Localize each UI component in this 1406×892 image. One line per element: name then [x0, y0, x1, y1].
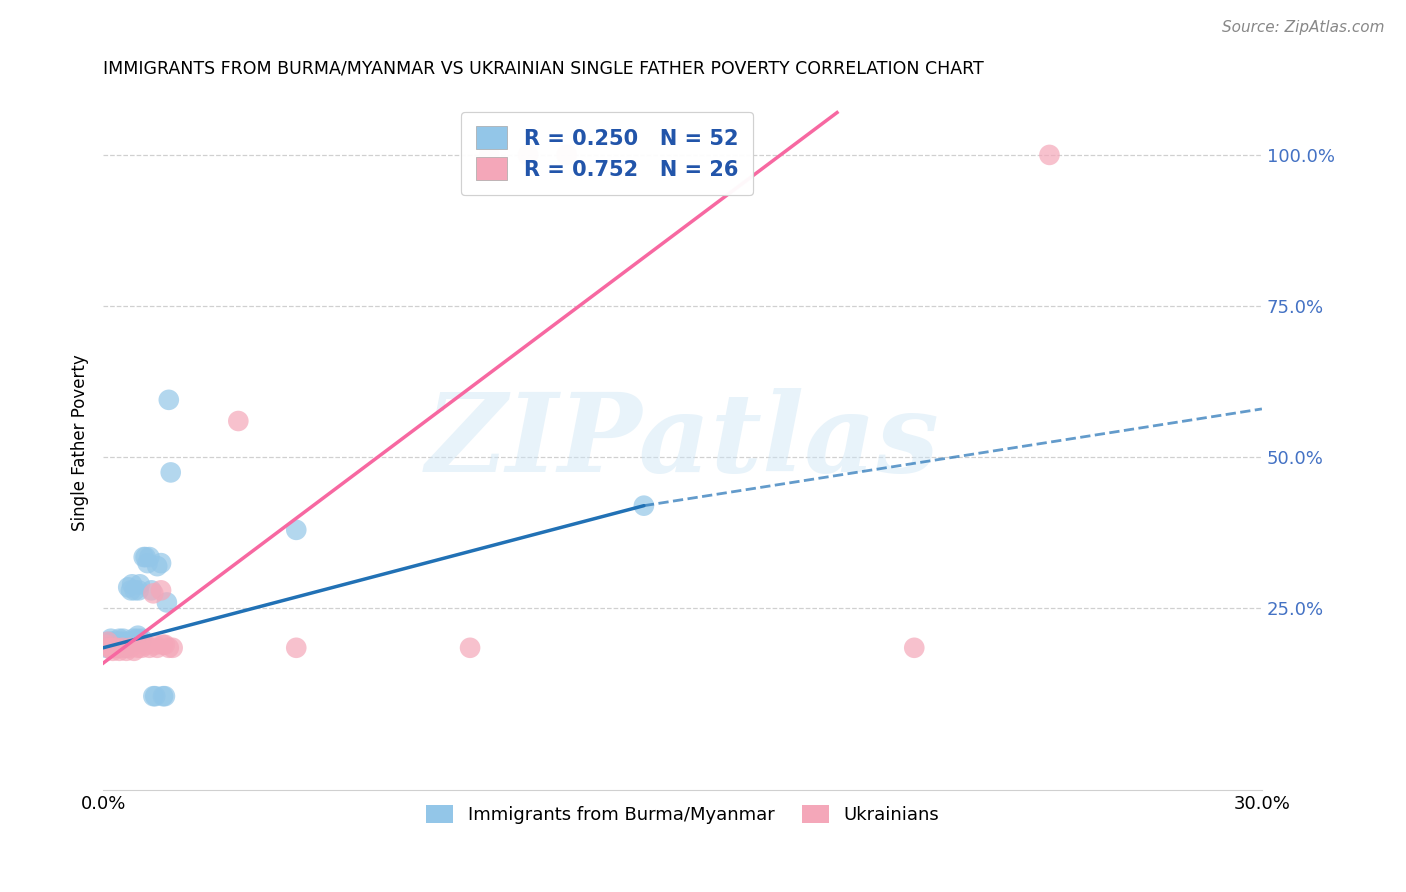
Point	[138, 550, 160, 565]
Point	[111, 638, 134, 652]
Point	[115, 638, 138, 652]
Point	[110, 634, 132, 648]
Point	[555, 148, 578, 162]
Point	[108, 632, 131, 646]
Point	[1038, 148, 1060, 162]
Point	[162, 640, 184, 655]
Point	[104, 638, 127, 652]
Point	[122, 632, 145, 646]
Point	[146, 640, 169, 655]
Point	[120, 640, 142, 655]
Legend: Immigrants from Burma/Myanmar, Ukrainians: Immigrants from Burma/Myanmar, Ukrainian…	[418, 796, 948, 833]
Point	[128, 583, 150, 598]
Point	[122, 634, 145, 648]
Point	[517, 148, 540, 162]
Text: ZIPatlas: ZIPatlas	[426, 388, 939, 496]
Point	[101, 644, 124, 658]
Point	[135, 550, 157, 565]
Point	[131, 640, 153, 655]
Point	[105, 640, 128, 655]
Point	[97, 634, 120, 648]
Point	[120, 583, 142, 598]
Point	[112, 632, 135, 646]
Point	[111, 640, 134, 655]
Point	[159, 466, 181, 480]
Point	[101, 634, 124, 648]
Point	[125, 634, 148, 648]
Point	[143, 638, 166, 652]
Point	[156, 595, 179, 609]
Point	[458, 640, 481, 655]
Point	[127, 640, 149, 655]
Point	[146, 559, 169, 574]
Point	[135, 638, 157, 652]
Point	[152, 638, 174, 652]
Point	[228, 414, 250, 428]
Point	[103, 640, 125, 655]
Point	[120, 634, 142, 648]
Point	[141, 583, 163, 598]
Point	[633, 499, 655, 513]
Point	[114, 640, 136, 655]
Point	[100, 634, 122, 648]
Point	[143, 689, 166, 703]
Point	[107, 634, 129, 648]
Point	[96, 638, 118, 652]
Point	[111, 638, 134, 652]
Point	[104, 640, 127, 655]
Point	[127, 632, 149, 646]
Point	[128, 577, 150, 591]
Point	[142, 586, 165, 600]
Point	[153, 638, 176, 652]
Point	[132, 550, 155, 565]
Point	[153, 689, 176, 703]
Point	[112, 634, 135, 648]
Point	[104, 640, 127, 655]
Point	[97, 640, 120, 655]
Text: IMMIGRANTS FROM BURMA/MYANMAR VS UKRAINIAN SINGLE FATHER POVERTY CORRELATION CHA: IMMIGRANTS FROM BURMA/MYANMAR VS UKRAINI…	[103, 60, 984, 78]
Point	[117, 580, 139, 594]
Point	[285, 640, 308, 655]
Point	[157, 640, 180, 655]
Point	[152, 689, 174, 703]
Point	[903, 640, 925, 655]
Point	[96, 640, 118, 655]
Point	[285, 523, 308, 537]
Point	[138, 640, 160, 655]
Point	[98, 638, 121, 652]
Point	[150, 583, 173, 598]
Point	[142, 689, 165, 703]
Point	[108, 644, 131, 658]
Point	[115, 644, 138, 658]
Point	[100, 640, 122, 655]
Point	[105, 640, 128, 655]
Point	[157, 392, 180, 407]
Point	[97, 634, 120, 648]
Point	[96, 638, 118, 652]
Point	[136, 556, 159, 570]
Point	[121, 577, 143, 591]
Point	[478, 148, 501, 162]
Point	[107, 640, 129, 655]
Point	[124, 583, 146, 598]
Text: Source: ZipAtlas.com: Source: ZipAtlas.com	[1222, 20, 1385, 35]
Point	[131, 632, 153, 646]
Y-axis label: Single Father Poverty: Single Father Poverty	[72, 354, 89, 531]
Point	[129, 634, 152, 648]
Point	[127, 629, 149, 643]
Point	[122, 644, 145, 658]
Point	[100, 632, 122, 646]
Point	[150, 556, 173, 570]
Point	[97, 640, 120, 655]
